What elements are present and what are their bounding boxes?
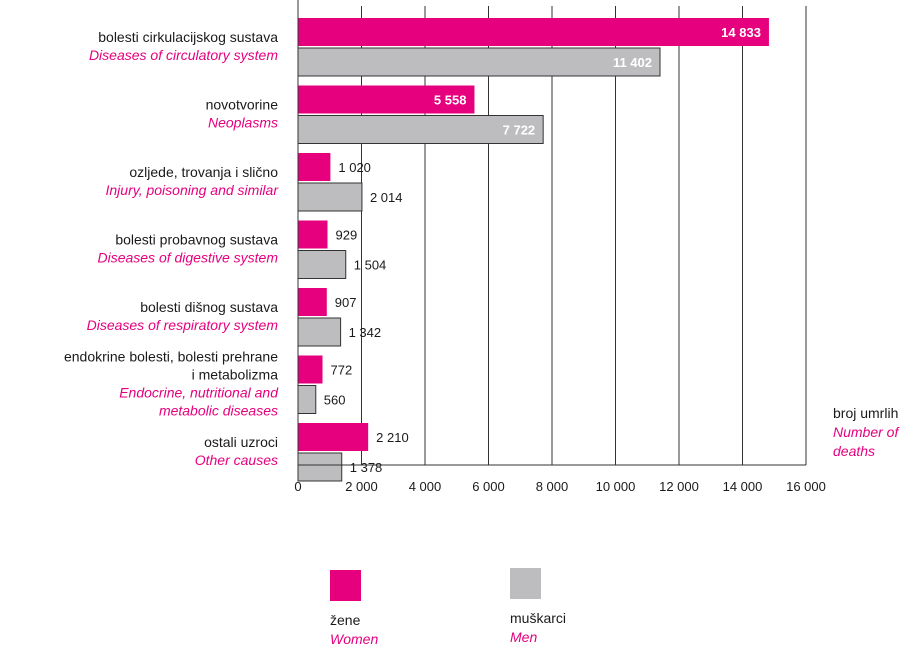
category-label: novotvorine (206, 97, 279, 113)
bar-women (298, 288, 327, 316)
category-label: bolesti dišnog sustava (140, 299, 278, 315)
x-axis-title-en: deaths (833, 443, 875, 459)
category-label: endokrine bolesti, bolesti prehrane (64, 349, 278, 365)
x-axis-title-hr: broj umrlih (833, 405, 898, 421)
data-label: 14 833 (721, 25, 761, 40)
category-label-en: Other causes (195, 452, 278, 468)
data-label: 772 (331, 363, 353, 378)
bar-women (298, 18, 769, 46)
data-label: 1 020 (338, 160, 371, 175)
legend-men: muškarci Men (510, 568, 566, 647)
x-tick-label: 6 000 (472, 479, 505, 494)
data-label: 907 (335, 295, 357, 310)
bar-men (297, 182, 363, 212)
bar-women (298, 153, 331, 181)
category-label-en: Diseases of digestive system (97, 250, 278, 266)
category-label: i metabolizma (192, 367, 279, 383)
gridlines (361, 6, 807, 465)
bar-women (298, 85, 475, 114)
data-label: 560 (324, 393, 346, 408)
legend-men-label: muškarci (510, 610, 567, 626)
category-label-en: Diseases of respiratory system (87, 317, 279, 333)
bar-men (297, 317, 342, 347)
legend-men-label-en: Men (510, 629, 538, 645)
category-label: ostali uzroci (204, 434, 278, 450)
legend-women-swatch (330, 570, 361, 601)
legend-men-swatch (510, 568, 541, 599)
category-label: ozljede, trovanja i slično (129, 164, 278, 180)
legend-women: žene Women (330, 570, 378, 649)
category-labels: bolesti cirkulacijskog sustava Diseases o… (64, 29, 279, 468)
x-tick-label: 10 000 (596, 479, 636, 494)
axes (297, 0, 806, 466)
x-tick-label: 0 (294, 479, 301, 494)
x-axis-title-en: Number of (833, 424, 900, 440)
category-label-en: Endocrine, nutritional and (119, 385, 279, 401)
legend-women-label-en: Women (330, 631, 379, 647)
data-label: 2 210 (376, 430, 409, 445)
bar-men (297, 47, 661, 77)
x-tick-label: 2 000 (345, 479, 378, 494)
x-tick-label: 4 000 (409, 479, 442, 494)
bar-men (297, 115, 544, 144)
category-label: bolesti probavnog sustava (115, 232, 278, 248)
data-label: 7 722 (503, 123, 536, 138)
bar-women (298, 423, 369, 451)
x-axis-title: broj umrlih Number of deaths (833, 405, 900, 459)
category-label-en: Diseases of circulatory system (89, 47, 278, 63)
legend-women-label: žene (330, 612, 361, 628)
bar-women (298, 220, 328, 249)
bar-men (297, 250, 347, 279)
data-label: 2 014 (370, 190, 403, 205)
category-label-en: Neoplasms (208, 115, 278, 131)
data-label: 929 (335, 228, 357, 243)
data-label: 5 558 (434, 93, 467, 108)
bars: 14 833 11 402 5 558 7 722 1 020 2 014 929 1 504… (297, 18, 769, 482)
category-label: bolesti cirkulacijskog sustava (98, 29, 278, 45)
x-tick-labels: 0 2 000 4 000 6 000 8 000 10 000 12 000 14 000 1… (294, 479, 826, 494)
data-label: 1 378 (350, 460, 383, 475)
x-tick-label: 12 000 (659, 479, 699, 494)
data-label: 11 402 (613, 55, 652, 70)
bar-women (298, 355, 323, 384)
x-tick-label: 14 000 (723, 479, 763, 494)
data-label: 1 342 (349, 325, 382, 340)
bar-men (297, 385, 317, 414)
category-label-en: Injury, poisoning and similar (106, 182, 280, 198)
x-tick-label: 8 000 (536, 479, 569, 494)
category-label-en: metabolic diseases (159, 403, 278, 419)
bar-men (297, 452, 343, 482)
data-label: 1 504 (354, 258, 387, 273)
x-tick-label: 16 000 (786, 479, 826, 494)
